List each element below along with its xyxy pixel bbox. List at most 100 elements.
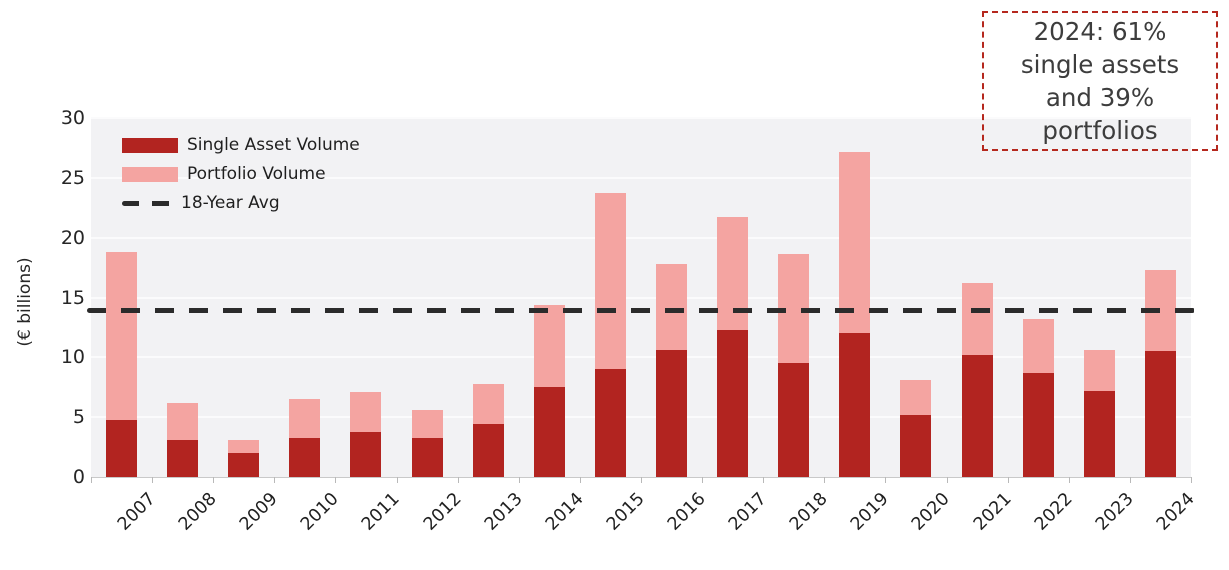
x-category: 2018 — [763, 477, 832, 557]
bar-segment-portfolio — [167, 402, 199, 440]
bar-2010 — [274, 118, 335, 477]
legend-item-portfolio: Portfolio Volume — [122, 164, 360, 184]
x-tick-mark — [1068, 477, 1070, 483]
x-tick-mark — [1007, 477, 1009, 483]
y-axis-title: (€ billions) — [15, 257, 35, 347]
bar-2016 — [641, 118, 702, 477]
single-asset-swatch — [122, 137, 178, 153]
avg-dash-swatch — [122, 200, 172, 206]
bar-segment-single — [106, 419, 138, 477]
y-tick-label: 30 — [60, 107, 85, 129]
legend: Single Asset Volume Portfolio Volume 18-… — [122, 135, 360, 213]
bar-2013 — [458, 118, 519, 477]
bar-2019 — [824, 118, 885, 477]
y-tick-label: 0 — [72, 466, 85, 488]
bar-2024 — [1130, 118, 1191, 477]
x-category: 2016 — [641, 477, 710, 557]
gridline — [91, 236, 1191, 239]
bar-segment-portfolio — [106, 252, 138, 420]
bar-2017 — [702, 118, 763, 477]
x-tick-mark — [702, 477, 704, 483]
bar-segment-single — [411, 437, 443, 477]
x-category: 2012 — [397, 477, 466, 557]
annotation-box: 2024: 61% single assets and 39% portfoli… — [982, 11, 1218, 151]
x-axis-labels: 2007 2008 2009 2010 2011 2012 2013 2014 2015 2016… — [91, 477, 1199, 557]
x-tick-mark — [824, 477, 826, 483]
bar-segment-single — [167, 439, 199, 477]
bar-segment-portfolio — [533, 304, 565, 388]
y-tick-label: 25 — [60, 166, 85, 189]
gridline — [91, 176, 1191, 179]
x-tick-mark — [152, 477, 154, 483]
bar-2020 — [885, 118, 946, 477]
legend-item-single-asset: Single Asset Volume — [122, 135, 360, 155]
bar-segment-portfolio — [656, 264, 688, 351]
bar-segment-single — [1144, 351, 1176, 477]
bar-2014 — [519, 118, 580, 477]
bar-2007 — [91, 118, 152, 477]
x-tick-label: 2024 — [1152, 489, 1199, 535]
bar-segment-single — [350, 431, 382, 477]
bar-segment-portfolio — [411, 410, 443, 438]
bar-segment-portfolio — [961, 283, 993, 355]
x-tick-mark — [335, 477, 337, 483]
bar-segment-single — [289, 437, 321, 477]
gridline — [91, 117, 1191, 119]
gridline — [91, 296, 1191, 299]
plot-area: Single Asset Volume Portfolio Volume 18-… — [87, 117, 1195, 478]
gridline — [91, 416, 1191, 419]
bar-2008 — [152, 118, 213, 477]
x-tick-mark — [1129, 477, 1131, 483]
legend-label: Portfolio Volume — [187, 164, 326, 184]
legend-label: 18-Year Avg — [181, 193, 280, 213]
x-tick-mark — [885, 477, 887, 483]
x-category: 2008 — [152, 477, 221, 557]
x-category: 2010 — [274, 477, 343, 557]
x-category: 2023 — [1069, 477, 1138, 557]
bar-segment-portfolio — [1083, 350, 1115, 391]
annotation-text: 2024: 61% single assets and 39% portfoli… — [1020, 16, 1180, 146]
legend-item-avg: 18-Year Avg — [122, 193, 360, 213]
y-tick-label: 10 — [60, 346, 85, 369]
x-tick-mark — [1191, 477, 1192, 483]
x-category: 2019 — [824, 477, 893, 557]
bar-segment-portfolio — [350, 392, 382, 432]
x-tick-mark — [946, 477, 948, 483]
y-axis: 0 5 10 15 20 25 30 — [0, 107, 85, 488]
bar-2022 — [1008, 118, 1069, 477]
x-tick-mark — [641, 477, 642, 483]
average-line — [87, 307, 1195, 313]
x-category: 2017 — [702, 477, 771, 557]
x-tick-mark — [579, 477, 581, 483]
bar-segment-portfolio — [900, 380, 932, 415]
bar-segment-portfolio — [1022, 319, 1054, 373]
bar-2023 — [1069, 118, 1130, 477]
x-category: 2011 — [335, 477, 405, 557]
x-tick-mark — [91, 477, 92, 483]
bar-segment-single — [839, 333, 871, 477]
x-category: 2024 — [1130, 477, 1199, 557]
x-category: 2022 — [1008, 477, 1077, 557]
legend-label: Single Asset Volume — [187, 135, 360, 155]
x-category: 2007 — [91, 477, 160, 557]
bar-2009 — [213, 118, 274, 477]
x-category: 2015 — [580, 477, 649, 557]
x-category: 2014 — [519, 477, 588, 557]
x-category: 2009 — [213, 477, 282, 557]
bar-2012 — [397, 118, 458, 477]
bar-segment-portfolio — [717, 217, 749, 330]
bar-segment-single — [1083, 390, 1115, 477]
bar-segment-single — [961, 354, 993, 477]
x-tick-mark — [396, 477, 398, 483]
x-tick-mark — [213, 477, 215, 483]
bar-segment-single — [594, 369, 626, 477]
bar-segment-single — [472, 424, 504, 477]
x-tick-mark — [457, 477, 459, 483]
x-category: 2021 — [947, 477, 1016, 557]
bar-segment-single — [1022, 372, 1054, 477]
bar-segment-portfolio — [472, 383, 504, 425]
portfolio-swatch — [122, 166, 178, 182]
bar-segment-portfolio — [228, 439, 260, 454]
x-category: 2013 — [458, 477, 527, 557]
